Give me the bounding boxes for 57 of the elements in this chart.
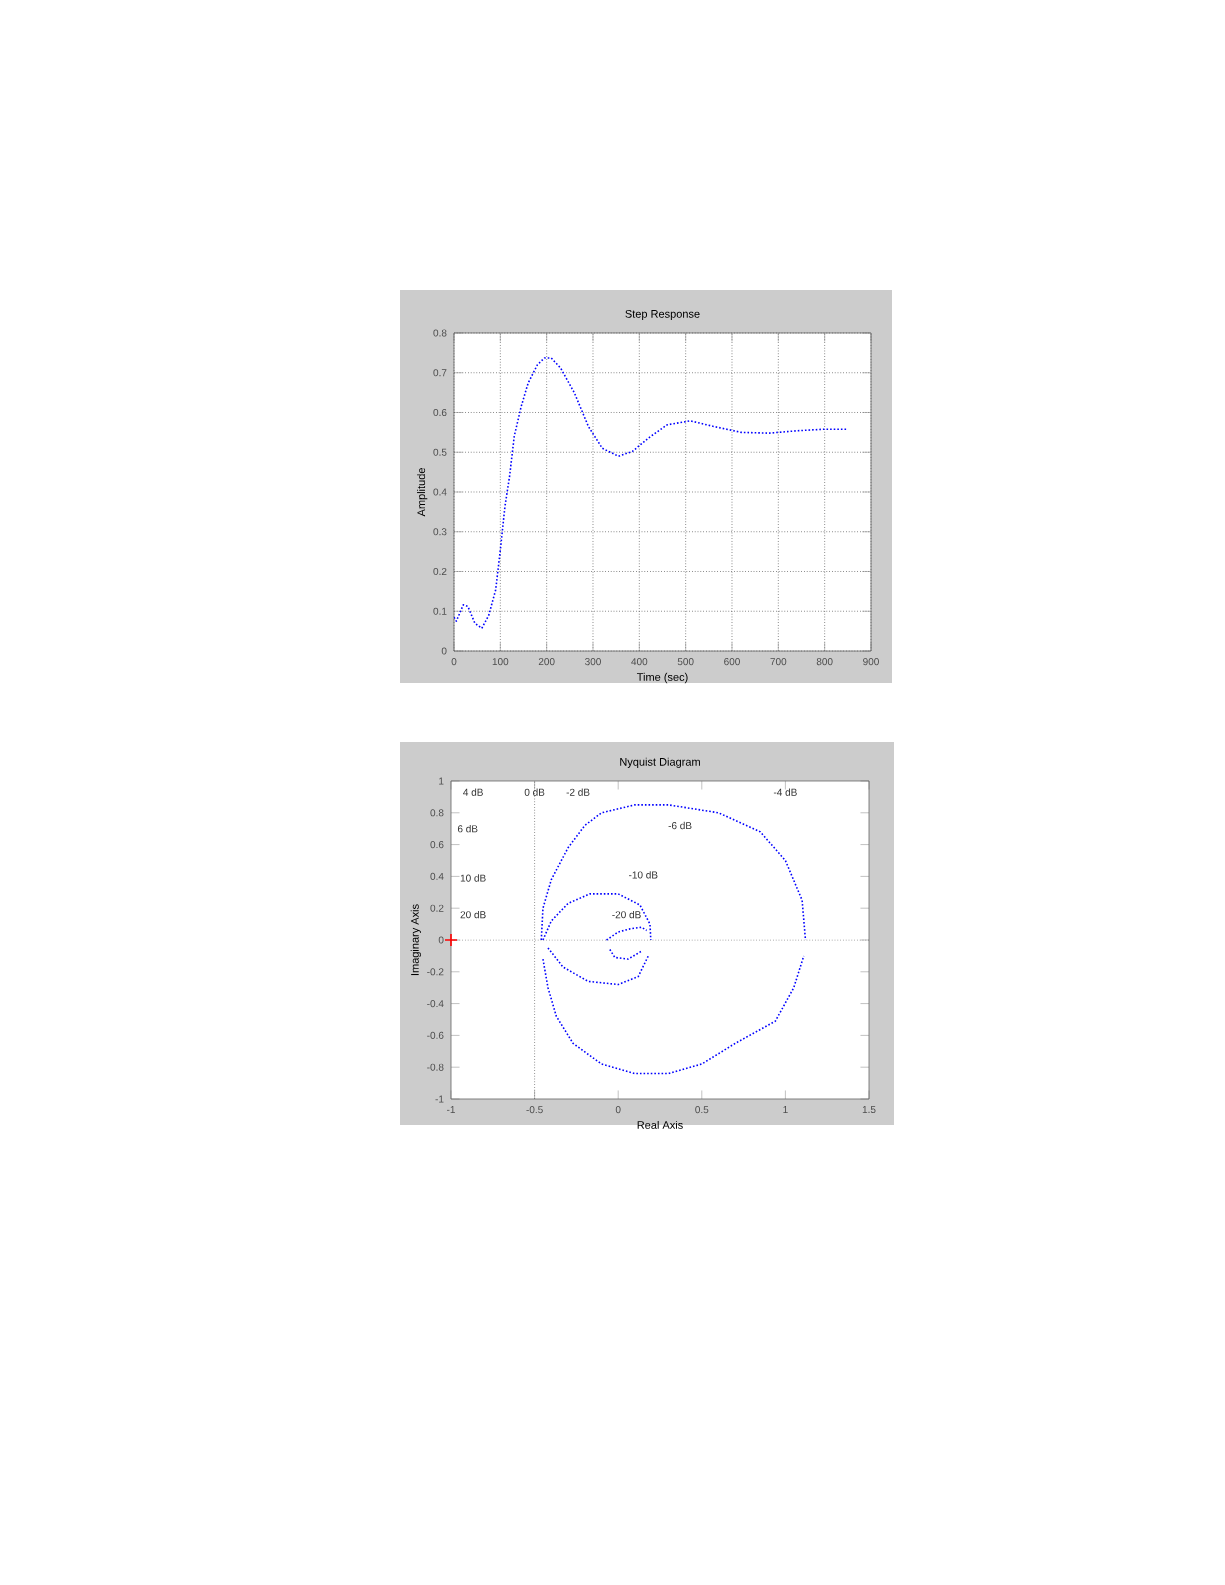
x-tick-label: -1 — [447, 1106, 455, 1113]
line-series — [605, 926, 648, 941]
line-series — [454, 357, 849, 630]
y-tick-label: 0.4 — [433, 488, 447, 496]
x-tick-label: 500 — [677, 658, 694, 666]
x-tick-label: 0.5 — [695, 1106, 709, 1114]
y-tick-label: 0.3 — [433, 528, 447, 536]
y-tick-label: 0.5 — [433, 448, 447, 456]
annotation: -6 dB — [668, 821, 692, 830]
x-tick-label: 800 — [816, 658, 833, 666]
y-tick-label: -0.2 — [427, 968, 444, 976]
x-tick-label: 0 — [451, 658, 457, 666]
annotation: -10 dB — [628, 871, 658, 879]
y-tick-label: 0.2 — [430, 904, 444, 912]
y-tick-label: 0.8 — [430, 809, 444, 817]
annotation: 20 dB — [460, 910, 486, 919]
line-series — [542, 955, 805, 1075]
x-tick-label: 600 — [724, 658, 740, 666]
y-tick-label: -0.8 — [427, 1063, 444, 1071]
chart-title: Step Response — [625, 309, 700, 320]
y-tick-label: 0.8 — [433, 329, 447, 337]
y-tick-label: 0 — [438, 936, 444, 944]
x-tick-label: 1 — [783, 1106, 788, 1113]
chart-title: Nyquist Diagram — [620, 757, 700, 768]
y-tick-label: 1 — [439, 777, 444, 785]
x-tick-label: 100 — [492, 658, 509, 666]
y-tick-label: 0.6 — [433, 408, 447, 417]
x-tick-label: 200 — [538, 658, 555, 666]
annotation: -2 dB — [566, 788, 590, 796]
annotation: -4 dB — [773, 788, 797, 796]
line-series — [547, 947, 650, 986]
y-tick-label: 0 — [441, 647, 447, 655]
y-tick-label: 0.7 — [433, 369, 447, 377]
x-tick-label: 0 — [615, 1106, 621, 1114]
y-axis-title: Amplitude — [417, 468, 428, 517]
x-axis-title: Time (sec) — [636, 672, 688, 684]
line-series — [609, 948, 643, 960]
annotation: 0 dB — [524, 788, 545, 796]
y-axis-title: Imaginary Axis — [410, 904, 421, 976]
x-tick-label: 700 — [770, 658, 787, 666]
y-tick-label: -0.4 — [427, 1000, 444, 1008]
x-tick-label: 400 — [631, 658, 648, 666]
x-axis-title: Real Axis — [637, 1120, 683, 1129]
annotation: -20 dB — [612, 910, 641, 919]
y-tick-label: 0.4 — [430, 872, 444, 880]
y-tick-label: -1 — [435, 1095, 444, 1103]
y-tick-label: 0.1 — [433, 607, 447, 615]
x-tick-label: -0.5 — [526, 1106, 543, 1114]
y-tick-label: 0.6 — [430, 841, 444, 849]
x-tick-label: 300 — [585, 658, 601, 666]
annotation: 6 dB — [457, 825, 478, 833]
y-tick-label: -0.6 — [427, 1031, 444, 1039]
annotation: 4 dB — [463, 788, 483, 796]
x-tick-label: 900 — [863, 658, 879, 666]
x-tick-label: 1.5 — [862, 1106, 876, 1114]
annotation: 10 dB — [460, 874, 486, 882]
y-tick-label: 0.2 — [433, 567, 447, 576]
